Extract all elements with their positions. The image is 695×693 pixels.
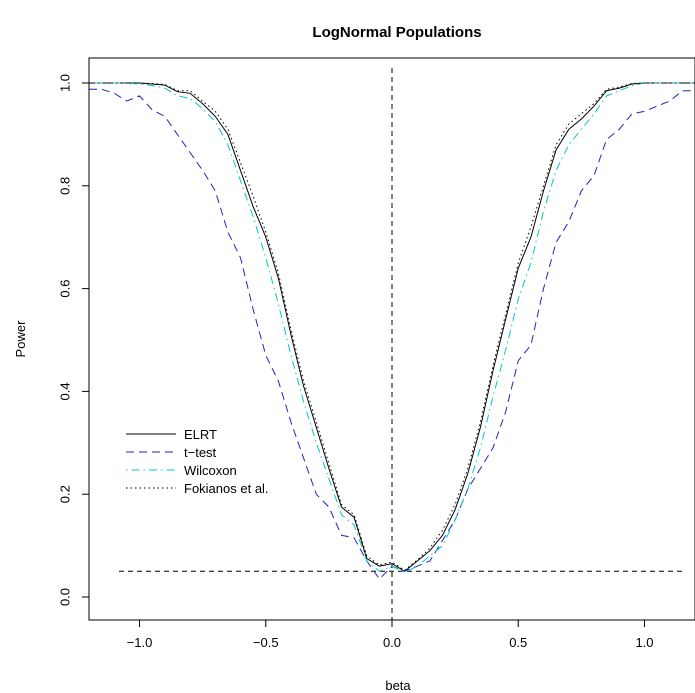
x-tick-label: 0.0 xyxy=(383,635,401,650)
series-line-2 xyxy=(89,82,695,573)
series-line-3 xyxy=(89,82,695,571)
legend-label-1: t−test xyxy=(184,445,217,460)
x-tick-label: 0.5 xyxy=(509,635,527,650)
legend-label-0: ELRT xyxy=(184,427,217,442)
y-tick-label: 0.6 xyxy=(57,280,72,298)
y-tick-label: 0.8 xyxy=(57,177,72,195)
x-axis-label: beta xyxy=(385,678,411,693)
x-tick-label: −0.5 xyxy=(253,635,279,650)
chart-title: LogNormal Populations xyxy=(312,24,481,41)
y-tick-label: 0.2 xyxy=(57,485,72,503)
y-tick-label: 0.0 xyxy=(57,588,72,606)
legend-label-3: Fokianos et al. xyxy=(184,481,269,496)
series-line-0 xyxy=(89,82,695,572)
legend: ELRT t−test Wilcoxon Fokianos et al. xyxy=(126,427,269,496)
y-tick-label: 0.4 xyxy=(57,382,72,400)
x-tick-label: −1.0 xyxy=(127,635,153,650)
plot-area xyxy=(89,68,695,620)
x-tick-label: 1.0 xyxy=(635,635,653,650)
legend-label-2: Wilcoxon xyxy=(184,463,237,478)
y-tick-label: 1.0 xyxy=(57,74,72,92)
axes: −1.0 −0.5 0.0 0.5 1.0 0.0 0.2 0.4 0.6 0.8 1.0 xyxy=(57,57,695,650)
y-axis-label: Power xyxy=(13,320,28,358)
